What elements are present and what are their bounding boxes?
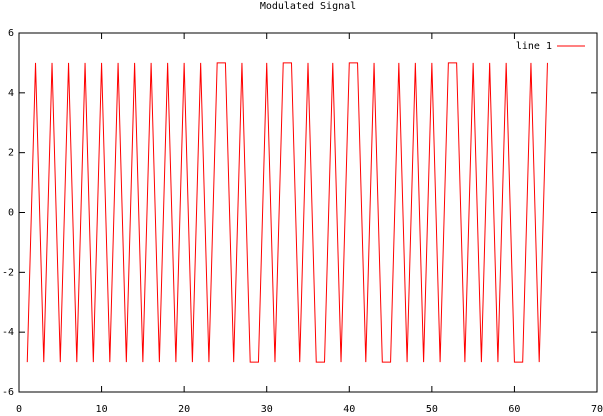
x-tick-label: 30 [261, 404, 273, 415]
x-tick-label: 60 [508, 404, 520, 415]
y-tick-label: -4 [2, 327, 14, 338]
y-tick-label: 0 [8, 208, 14, 219]
chart-title: Modulated Signal [260, 1, 356, 12]
x-tick-label: 20 [178, 404, 190, 415]
x-tick-label: 70 [591, 404, 603, 415]
x-tick-label: 50 [426, 404, 438, 415]
x-tick-label: 40 [343, 404, 355, 415]
y-tick-label: 4 [8, 88, 14, 99]
y-tick-label: 2 [8, 148, 14, 159]
x-tick-label: 10 [96, 404, 108, 415]
legend-label: line 1 [516, 41, 552, 52]
y-tick-label: -6 [2, 387, 14, 398]
data-line [26, 62, 548, 363]
y-tick-label: 6 [8, 28, 14, 39]
x-tick-label: 0 [16, 404, 22, 415]
y-tick-label: -2 [2, 267, 14, 278]
